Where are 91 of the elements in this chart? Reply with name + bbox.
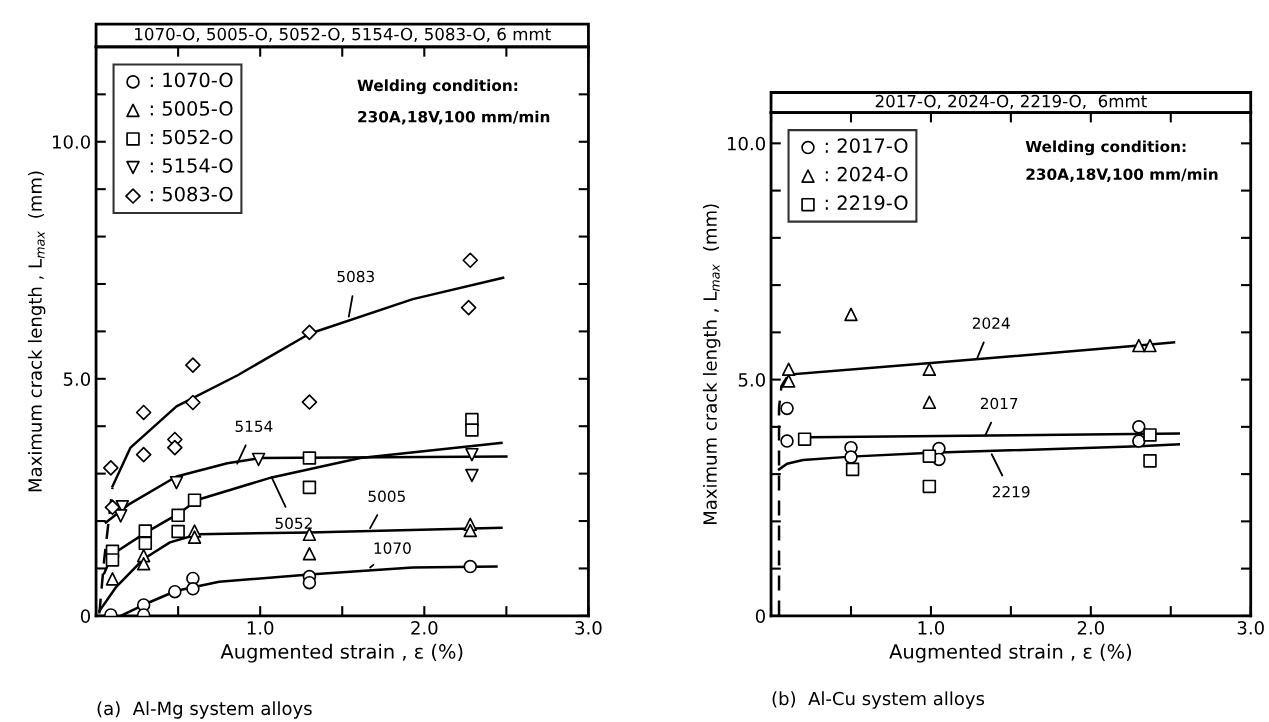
point — [105, 553, 120, 567]
point — [460, 299, 477, 316]
annotation: 5052 — [275, 517, 312, 530]
legend-label: : 5005-O — [150, 101, 233, 116]
point — [187, 530, 202, 544]
point — [844, 307, 858, 322]
point — [463, 559, 478, 574]
y-tick-label: 5.0 — [63, 372, 90, 386]
point — [251, 452, 266, 467]
annotation: 230A,18V,100 mm/min — [358, 110, 550, 125]
x-tick-label: 3.0 — [1237, 621, 1264, 635]
y-axis-title: Maximum crack length , L$_{max}$ (mm) — [702, 204, 721, 525]
point — [167, 439, 183, 456]
point — [186, 582, 200, 596]
point — [302, 451, 317, 465]
point — [302, 527, 317, 542]
point — [844, 450, 858, 464]
x-tick-label: 2.0 — [411, 621, 438, 635]
chart-title: 2017-O, 2024-O, 2219-O, 6mmt — [875, 94, 1147, 110]
y-tick-label: 10.0 — [52, 135, 90, 149]
point — [465, 447, 479, 462]
point — [1132, 338, 1146, 353]
legend-label: : 2219-O — [825, 195, 908, 211]
point — [462, 252, 479, 269]
point — [171, 524, 185, 539]
point — [168, 584, 182, 599]
point — [922, 449, 937, 463]
point — [922, 362, 937, 376]
text: (b) Al-Cu system alloys — [772, 691, 985, 709]
legend-label: : 2024-O — [825, 166, 908, 182]
point — [465, 423, 479, 437]
point — [171, 508, 185, 523]
point — [797, 432, 812, 446]
point — [138, 524, 153, 538]
point — [138, 536, 153, 551]
point — [136, 556, 151, 571]
point — [922, 479, 937, 494]
point — [103, 460, 119, 476]
point — [463, 523, 478, 538]
point — [1132, 420, 1146, 434]
point — [781, 362, 796, 376]
annotation: Welding condition: — [1025, 140, 1186, 156]
point — [302, 480, 317, 495]
y-tick-label: 0 — [755, 609, 765, 623]
legend-label: : 1070-O — [150, 72, 233, 88]
point — [105, 572, 120, 586]
point — [113, 509, 128, 523]
x-tick-label: 3.0 — [575, 621, 602, 635]
legend-label: : 5052-O — [150, 129, 233, 145]
annotation: 2017 — [980, 397, 1018, 410]
point — [185, 357, 201, 373]
point — [302, 546, 317, 561]
y-tick-label: 10.0 — [727, 136, 765, 151]
x-axis-title: Augmented strain , ε (%) — [889, 643, 1132, 663]
annotation: Welding condition: — [357, 79, 518, 95]
text: (a) Al-Mg system alloys — [97, 701, 312, 719]
point — [301, 394, 318, 410]
legend-label: : 5154-O — [150, 158, 233, 173]
point — [135, 446, 152, 463]
annotation: 2219 — [992, 486, 1030, 498]
y-tick-label: 5.0 — [738, 373, 765, 387]
point — [301, 324, 318, 341]
point — [465, 468, 479, 483]
annotation: 230A,18V,100 mm/min — [1026, 168, 1218, 182]
annotation: 5005 — [368, 490, 405, 503]
point — [104, 499, 121, 516]
annotation: 1070 — [374, 542, 411, 554]
point — [1143, 338, 1157, 353]
point — [135, 404, 152, 421]
x-tick-label: 2.0 — [1077, 621, 1104, 635]
annotation: 2024 — [972, 317, 1010, 329]
legend-label: : 2017-O — [825, 138, 908, 153]
point — [922, 395, 937, 410]
point — [302, 575, 317, 590]
point — [780, 434, 794, 448]
y-tick-label: 0 — [80, 609, 90, 623]
legend-label: : 5083-O — [150, 186, 233, 202]
annotation: 5083 — [337, 270, 374, 283]
point — [169, 475, 184, 490]
point — [780, 401, 794, 416]
point — [187, 493, 202, 507]
point — [185, 394, 201, 411]
chart-title: 1070-O, 5005-O, 5052-O, 5154-O, 5083-O, 6 mmt — [135, 27, 551, 43]
point — [845, 462, 860, 477]
annotation: 5154 — [235, 420, 273, 432]
y-axis-title: Maximum crack length , L$_{max}$ (mm) — [27, 171, 46, 492]
x-tick-label: 1.0 — [247, 621, 274, 635]
x-tick-label: 1.0 — [918, 621, 945, 635]
point — [1143, 454, 1157, 468]
x-axis-title: Augmented strain , ε (%) — [220, 643, 463, 663]
point — [1143, 428, 1157, 442]
